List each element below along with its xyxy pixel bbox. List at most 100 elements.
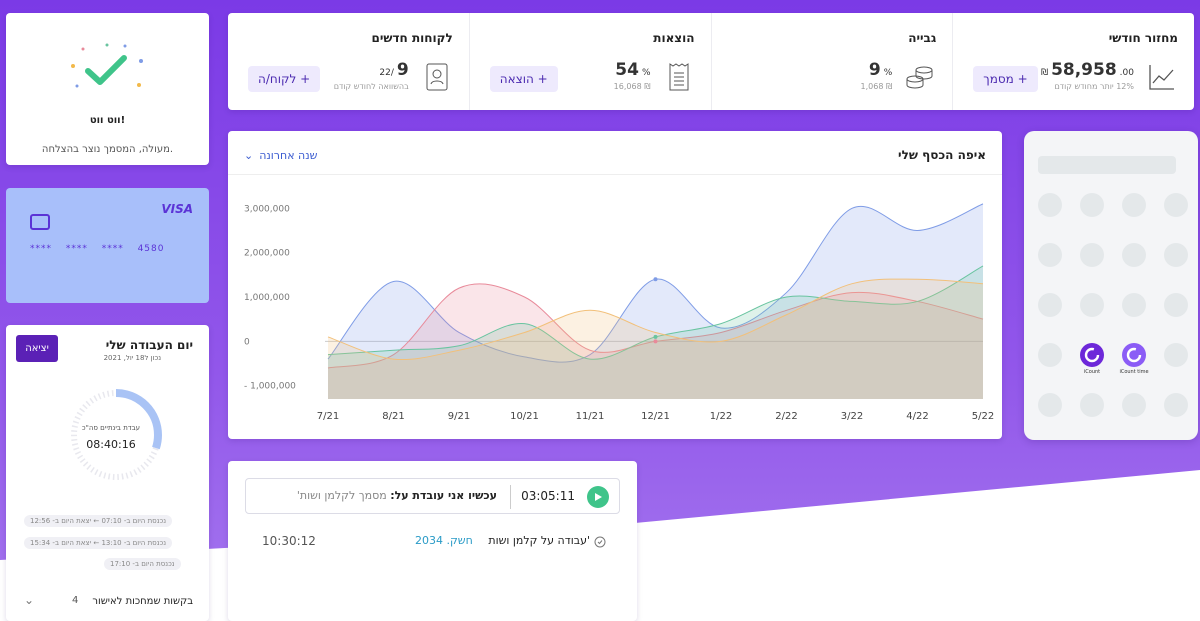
checkmark-icon — [71, 43, 143, 88]
add-customer-button[interactable]: + לקוח/ה — [248, 66, 321, 92]
stat-sub: ₪ 16,068 — [613, 82, 651, 91]
y-tick-label: - 1,000,000 — [244, 382, 296, 392]
x-tick-label: 11/21 — [576, 411, 605, 422]
app-placeholder — [1164, 243, 1188, 267]
x-tick-label: 9/21 — [448, 411, 470, 422]
success-card: ווט ווט! מעולה, המסמך נוצר בהצלחה. — [6, 13, 209, 165]
success-message: מעולה, המסמך נוצר בהצלחה. — [41, 144, 174, 155]
money-chart-card: איפה הכסף שלי ⌄ שנה אחרונה 3,000,000 2,00… — [228, 131, 1002, 439]
card-chip-icon — [30, 214, 50, 230]
x-tick-label: 1/22 — [710, 411, 732, 422]
app-icon-0[interactable] — [1080, 343, 1104, 367]
y-tick-label: 2,000,000 — [244, 249, 290, 259]
period-filter-label: שנה אחרונה — [259, 149, 318, 162]
x-tick-label: 4/22 — [906, 411, 928, 422]
gauge-label: עבדת בינתיים סה"כ — [81, 424, 141, 432]
stat-new-customers: לקוחות חדשים 22/9 בהשוואה לחודש קודם + ל… — [228, 13, 469, 110]
app-placeholder — [1038, 393, 1062, 417]
attendance-log: נכנסת היום ב- 17:10 — [104, 558, 181, 570]
visa-logo: VISA — [161, 202, 193, 216]
clock-check-icon — [594, 536, 606, 548]
timer-bar: 03:05:11 עכשיו אני עובדת על: מסמך לקלמן … — [245, 478, 620, 514]
stat-sub: 12% יותר מחודש קודם — [1054, 82, 1134, 91]
app-placeholder — [1164, 393, 1188, 417]
series-line — [327, 278, 984, 361]
data-point — [653, 334, 658, 339]
add-expense-button[interactable]: + הוצאה — [489, 66, 558, 92]
trend-chart-icon — [1149, 65, 1174, 90]
period-filter[interactable]: ⌄ שנה אחרונה — [244, 149, 317, 162]
gauge-time: 08:40:16 — [86, 438, 136, 451]
pending-requests-label[interactable]: בקשות שמחכות לאישור — [92, 596, 193, 607]
pending-requests-count: 4 — [72, 595, 79, 606]
data-point — [653, 277, 658, 282]
stat-title: גבייה — [908, 31, 937, 45]
stat-value: 54% — [615, 60, 651, 80]
app-placeholder — [1080, 393, 1104, 417]
stat-sub: ₪ 1,068 — [860, 82, 893, 91]
stats-bar: מחזור חודשי ₪ 58,958.00 12% יותר מחודש קו… — [228, 13, 1194, 110]
app-placeholder — [1080, 293, 1104, 317]
divider — [510, 485, 511, 509]
series-area — [328, 279, 983, 399]
attendance-log: נכנסת היום ב- 13:10 ← יצאת היום ב- 15:34 — [24, 537, 173, 549]
timer-time: 03:05:11 — [521, 489, 575, 503]
app-placeholder — [1080, 193, 1104, 217]
entry-reference[interactable]: חשק. 2034 — [415, 534, 473, 547]
app-label: iCount — [1083, 369, 1101, 375]
app-placeholder — [1038, 293, 1062, 317]
x-tick-label: 5/22 — [972, 411, 994, 422]
x-tick-label: 2/22 — [775, 411, 797, 422]
entry-duration: 10:30:12 — [262, 534, 316, 548]
chevron-down-icon[interactable]: ⌄ — [24, 593, 35, 607]
phone-mockup: iCount iCount time — [1024, 131, 1198, 440]
time-tracker-card: 03:05:11 עכשיו אני עובדת על: מסמך לקלמן … — [228, 461, 637, 621]
y-tick-label: 0 — [244, 337, 250, 347]
chart-title: איפה הכסף שלי — [898, 148, 986, 162]
series-area — [328, 203, 983, 399]
app-placeholder — [1038, 193, 1062, 217]
app-placeholder — [1122, 243, 1146, 267]
contact-book-icon — [426, 63, 448, 91]
x-tick-label: 8/21 — [382, 411, 404, 422]
series-area — [328, 265, 983, 399]
add-document-button[interactable]: + מסמך — [973, 66, 1038, 92]
app-placeholder — [1164, 343, 1188, 367]
attendance-log: נכנסת היום ב- 07:10 ← יצאת היום ב- 12:56 — [24, 515, 173, 527]
x-tick-label: 12/21 — [641, 411, 670, 422]
x-tick-label: 10/21 — [510, 411, 539, 422]
app-placeholder — [1164, 193, 1188, 217]
success-title: ווט ווט! — [89, 115, 126, 126]
credit-card[interactable]: VISA **** **** **** 4580 — [6, 188, 209, 303]
app-placeholder — [1080, 243, 1104, 267]
coins-icon — [906, 66, 933, 89]
stat-value: 22/9 — [379, 60, 409, 80]
play-icon — [595, 493, 602, 501]
app-placeholder — [1038, 243, 1062, 267]
play-button[interactable] — [587, 486, 609, 508]
receipt-icon — [669, 63, 688, 91]
app-placeholder — [1122, 193, 1146, 217]
x-tick-label: 7/21 — [317, 411, 339, 422]
stat-expenses: הוצאות 54% ₪ 16,068 + הוצאה — [468, 13, 711, 110]
divider — [228, 174, 1002, 175]
stat-value: 9% — [868, 60, 893, 80]
stat-title: מחזור חודשי — [1108, 31, 1178, 45]
workday-date: נכון ל18 יול, 2021 — [103, 354, 161, 362]
x-tick-label: 3/22 — [841, 411, 863, 422]
card-number: **** **** **** 4580 — [30, 244, 165, 254]
y-tick-label: 3,000,000 — [244, 204, 290, 214]
stat-value: ₪ 58,958.00 — [1041, 60, 1134, 80]
app-placeholder — [1038, 343, 1062, 367]
current-task-label[interactable]: עכשיו אני עובדת על: מסמך לקלמן ושות' — [296, 489, 497, 502]
workday-panel: יום העבודה שלי נכון ל18 יול, 2021 יציאה … — [6, 325, 209, 621]
app-placeholder — [1122, 393, 1146, 417]
stat-collection: גבייה 9% ₪ 1,068 — [710, 13, 953, 110]
workday-title: יום העבודה שלי — [105, 338, 193, 352]
stat-title: הוצאות — [653, 31, 695, 45]
stat-monthly-revenue: מחזור חודשי ₪ 58,958.00 12% יותר מחודש קו… — [952, 13, 1194, 110]
exit-button[interactable]: יציאה — [16, 335, 58, 362]
app-icon-1[interactable] — [1122, 343, 1146, 367]
y-tick-label: 1,000,000 — [244, 293, 290, 303]
entry-title: עבודה על קלמן ושות' — [488, 534, 590, 547]
